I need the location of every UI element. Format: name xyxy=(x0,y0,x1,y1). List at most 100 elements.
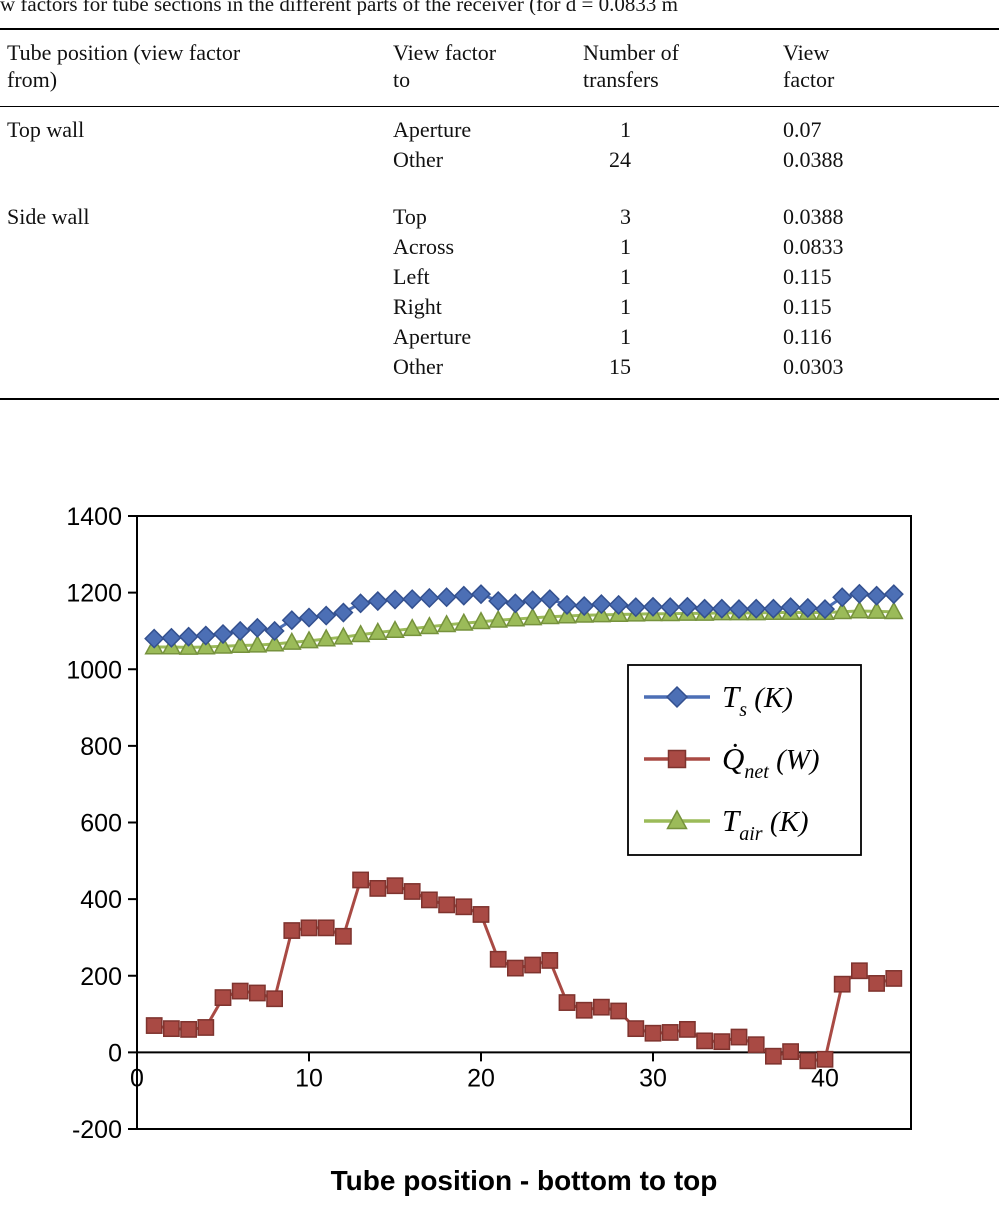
diamond-marker xyxy=(883,584,904,605)
diamond-marker xyxy=(264,620,285,641)
square-marker xyxy=(507,959,524,977)
y-axis-tick-label: 800 xyxy=(80,733,122,761)
triangle-marker xyxy=(350,624,371,643)
diamond-marker xyxy=(728,599,750,620)
diamond-marker xyxy=(665,685,689,709)
y-axis-tick-label: 0 xyxy=(108,1039,122,1067)
number-of-transfers-cell: 1 xyxy=(620,294,631,319)
triangle-marker xyxy=(316,628,337,647)
y-axis-tick-label: 1000 xyxy=(66,656,122,684)
square-marker xyxy=(489,950,507,968)
diamond-marker xyxy=(350,593,371,614)
y-axis-tick-label: 200 xyxy=(80,963,122,991)
square-marker xyxy=(833,975,851,993)
diamond-marker xyxy=(814,599,836,620)
diamond-marker xyxy=(642,596,664,617)
diamond-marker xyxy=(298,607,320,628)
y-axis-tick-label: 1200 xyxy=(66,580,122,608)
number-of-transfers-cell: 24 xyxy=(609,147,631,172)
square-marker xyxy=(524,956,542,974)
triangle-marker xyxy=(299,630,319,649)
view-factor-cell: 0.115 xyxy=(783,264,832,289)
column-header-tube-position: Tube position (view factor from) xyxy=(7,40,241,92)
diamond-marker xyxy=(866,585,887,606)
number-of-transfers-cell: 15 xyxy=(609,354,631,379)
square-marker xyxy=(558,994,576,1011)
table-row: Aperture 1 0.116 xyxy=(0,322,999,352)
diamond-marker xyxy=(144,628,165,649)
series-tair-(k) xyxy=(144,600,904,655)
diamond-marker xyxy=(694,598,715,619)
triangle-marker xyxy=(385,619,405,639)
square-marker xyxy=(317,919,335,937)
view-factor-to-cell: Other xyxy=(393,354,444,379)
square-marker xyxy=(249,984,266,1002)
view-factor-cell: 0.0833 xyxy=(783,234,844,259)
square-marker xyxy=(300,919,318,937)
x-axis-tick-label: 0 xyxy=(130,1064,144,1092)
series-line xyxy=(153,877,895,1063)
square-marker xyxy=(197,1019,215,1036)
view-factor-cell: 0.0303 xyxy=(783,354,844,379)
table-caption-cropped: w factors for tube sections in the diffe… xyxy=(0,0,999,15)
view-factor-cell: 0.115 xyxy=(783,294,832,319)
table-row: Across 1 0.0833 xyxy=(0,232,999,262)
square-marker xyxy=(661,1024,679,1041)
diamond-marker xyxy=(677,596,698,617)
diamond-marker xyxy=(230,620,251,641)
square-marker xyxy=(610,1002,628,1020)
y-axis-tick-label: 400 xyxy=(80,886,122,914)
diamond-marker xyxy=(660,597,681,618)
number-of-transfers-cell: 3 xyxy=(620,204,631,229)
view-factor-cell: 0.0388 xyxy=(783,147,844,172)
triangle-marker xyxy=(832,601,853,620)
view-factor-to-cell: Aperture xyxy=(393,324,472,349)
diamond-marker xyxy=(402,589,423,610)
triangle-marker xyxy=(488,609,509,628)
triangle-marker xyxy=(195,636,216,655)
square-marker xyxy=(541,952,559,969)
view-factor-cell: 0.0388 xyxy=(783,204,844,229)
legend: Ts (K) Q̇net (W) Tair (K) xyxy=(627,664,862,856)
diamond-marker xyxy=(212,623,234,645)
diamond-marker xyxy=(281,610,302,631)
legend-label: Ts (K) xyxy=(722,679,793,721)
square-marker xyxy=(352,871,370,889)
square-marker xyxy=(369,879,387,897)
triangle-marker xyxy=(402,618,423,637)
table-body: Top wall Aperture 1 0.07 Other 24 0.0388… xyxy=(0,107,999,398)
square-marker xyxy=(386,877,404,895)
diamond-marker xyxy=(178,626,199,647)
square-marker xyxy=(765,1047,782,1065)
square-marker xyxy=(266,990,284,1008)
table-header-rule xyxy=(0,106,999,107)
table-bottom-rule xyxy=(0,398,999,400)
view-factor-cell: 0.116 xyxy=(783,324,832,349)
x-axis-tick-label: 10 xyxy=(295,1064,323,1092)
square-marker xyxy=(851,962,868,980)
diamond-marker xyxy=(832,587,853,608)
table-header-row: Tube position (view factor from) View fa… xyxy=(0,30,999,106)
number-of-transfers-cell: 1 xyxy=(620,234,631,259)
diamond-marker xyxy=(711,598,732,619)
view-factor-to-cell: Right xyxy=(393,294,442,319)
triangle-marker xyxy=(436,614,457,633)
square-marker xyxy=(747,1036,765,1054)
tube-position-cell: Side wall xyxy=(7,204,90,229)
square-marker xyxy=(180,1020,197,1038)
column-header-view-factor-to: View factor to xyxy=(393,40,497,92)
diamond-marker xyxy=(436,587,457,608)
triangle-marker xyxy=(453,612,474,631)
square-marker xyxy=(816,1050,834,1068)
square-marker xyxy=(231,982,249,1000)
diamond-marker xyxy=(505,593,526,614)
diamond-marker xyxy=(608,594,629,615)
square-marker xyxy=(885,970,903,987)
square-marker xyxy=(421,891,438,909)
square-marker xyxy=(799,1052,817,1070)
view-factors-table: Tube position (view factor from) View fa… xyxy=(0,28,999,400)
tube-position-cell: Top wall xyxy=(7,117,85,142)
table-row: Right 1 0.115 xyxy=(0,292,999,322)
diamond-marker xyxy=(849,583,870,604)
